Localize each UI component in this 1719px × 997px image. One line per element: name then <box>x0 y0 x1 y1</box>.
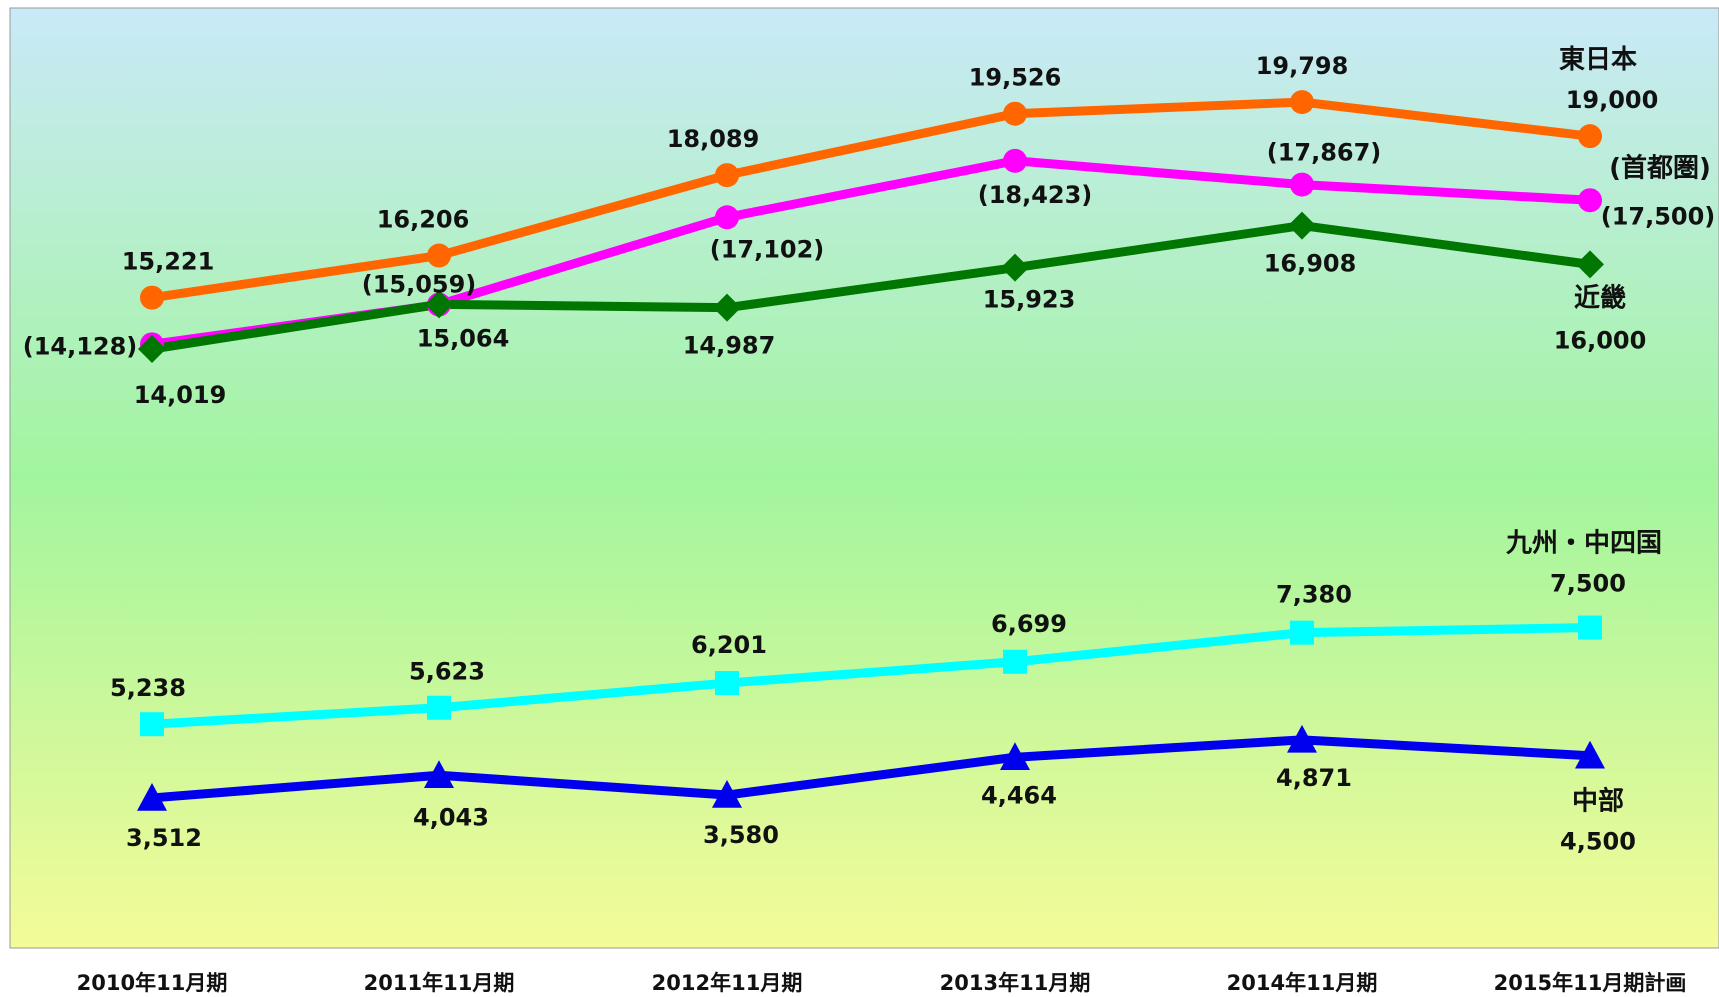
series-1-point-1 <box>140 285 164 310</box>
series-2-data-label-3: (17,102) <box>710 235 825 263</box>
series-4-line <box>151 623 1591 729</box>
series-4-data-label-4: 6,699 <box>991 610 1067 638</box>
x-tick-label-3: 2012年11月期 <box>652 971 803 993</box>
series-3-line <box>151 221 1591 354</box>
series-1-data-label-3: 18,089 <box>667 125 760 153</box>
series-5-line <box>151 735 1591 803</box>
series-lines <box>151 97 1591 803</box>
series-1-data-label-5: 19,798 <box>1256 52 1349 80</box>
series-5-data-label-5: 4,871 <box>1276 764 1352 792</box>
series-3-point-5 <box>1288 211 1316 240</box>
series-2-point-3 <box>715 205 739 230</box>
series-1-data-label-2: 16,206 <box>377 206 470 234</box>
series-2-data-label-2: (15,059) <box>362 271 477 299</box>
x-tick-label-5: 2014年11月期 <box>1227 971 1378 993</box>
series-2-data-label-5: (17,867) <box>1267 139 1382 167</box>
series-4-name-label: 九州・中四国 <box>1505 529 1662 559</box>
series-1-point-3 <box>715 163 739 188</box>
x-tick-label-4: 2013年11月期 <box>940 971 1091 993</box>
series-1-point-6 <box>1578 124 1602 149</box>
plot-area <box>9 7 1719 949</box>
series-4-data-label-2: 5,623 <box>409 658 485 686</box>
series-1-data-label-1: 15,221 <box>122 248 215 276</box>
series-3-data-label-4: 15,923 <box>983 286 1076 314</box>
series-5-name-label: 中部 <box>1572 787 1624 817</box>
series-1-point-2 <box>427 243 451 268</box>
series-2-point-5 <box>1290 172 1314 197</box>
series-5-point-2 <box>424 760 454 789</box>
series-1-data-label-6: 19,000 <box>1566 86 1659 114</box>
series-3-point-1 <box>138 335 166 364</box>
series-3-data-label-2: 15,064 <box>417 324 510 352</box>
series-1-line <box>151 97 1591 303</box>
series-3-point-2 <box>425 290 453 319</box>
series-4-data-label-6: 7,500 <box>1550 570 1626 598</box>
series-1-point-4 <box>1003 101 1027 126</box>
x-tick-label-6: 2015年11月期計画 <box>1494 971 1687 993</box>
series-4-point-1 <box>140 712 164 737</box>
series-5-point-1 <box>137 782 167 811</box>
series-3-data-label-1: 14,019 <box>134 381 227 409</box>
series-5-point-5 <box>1287 724 1317 753</box>
series-4-data-label-3: 6,201 <box>691 631 767 659</box>
x-tick-label-2: 2011年11月期 <box>364 971 515 993</box>
series-4-point-3 <box>715 671 739 696</box>
series-5-data-label-6: 4,500 <box>1560 828 1636 856</box>
series-markers <box>137 90 1605 811</box>
series-4-data-label-5: 7,380 <box>1276 581 1352 609</box>
series-2-data-label-4: (18,423) <box>978 181 1093 209</box>
series-3-name-label: 近畿 <box>1574 283 1626 313</box>
series-5-data-label-1: 3,512 <box>126 824 202 852</box>
series-5-point-3 <box>712 780 742 808</box>
series-1-name-label: 東日本 <box>1559 45 1637 75</box>
series-2-point-4 <box>1003 148 1027 173</box>
series-3-point-6 <box>1576 250 1604 279</box>
series-2-data-label-1: (14,128) <box>23 332 138 360</box>
series-2-data-label-6: (17,500) <box>1601 202 1716 230</box>
series-1-point-5 <box>1290 90 1314 115</box>
series-5-point-4 <box>1000 742 1030 771</box>
series-3-point-4 <box>1001 253 1029 282</box>
x-axis: 2010年11月期 2011年11月期 2012年11月期 2013年11月期 2014… <box>77 971 1687 995</box>
series-4-data-label-1: 5,238 <box>110 674 186 702</box>
series-5-data-label-4: 4,464 <box>981 781 1057 809</box>
series-4-point-6 <box>1578 615 1602 640</box>
series-4-point-4 <box>1003 649 1027 674</box>
series-4-point-2 <box>427 695 451 720</box>
series-3-point-3 <box>713 293 741 322</box>
series-1-data-label-4: 19,526 <box>969 64 1062 92</box>
series-5-data-label-3: 3,580 <box>703 821 779 849</box>
series-5-point-6 <box>1575 740 1605 769</box>
series-3-data-label-6: 16,000 <box>1554 326 1647 354</box>
x-tick-label-1: 2010年11月期 <box>77 971 228 993</box>
data-labels: 15,221 16,206 18,089 19,526 19,798 19,000 (14,… <box>23 52 1716 856</box>
series-3-data-label-3: 14,987 <box>683 332 776 360</box>
series-2-point-6 <box>1578 188 1602 213</box>
series-3-data-label-5: 16,908 <box>1264 250 1357 278</box>
series-2-name-label: (首都圏) <box>1609 152 1711 183</box>
series-4-point-5 <box>1290 620 1314 645</box>
series-5-data-label-2: 4,043 <box>413 803 489 831</box>
